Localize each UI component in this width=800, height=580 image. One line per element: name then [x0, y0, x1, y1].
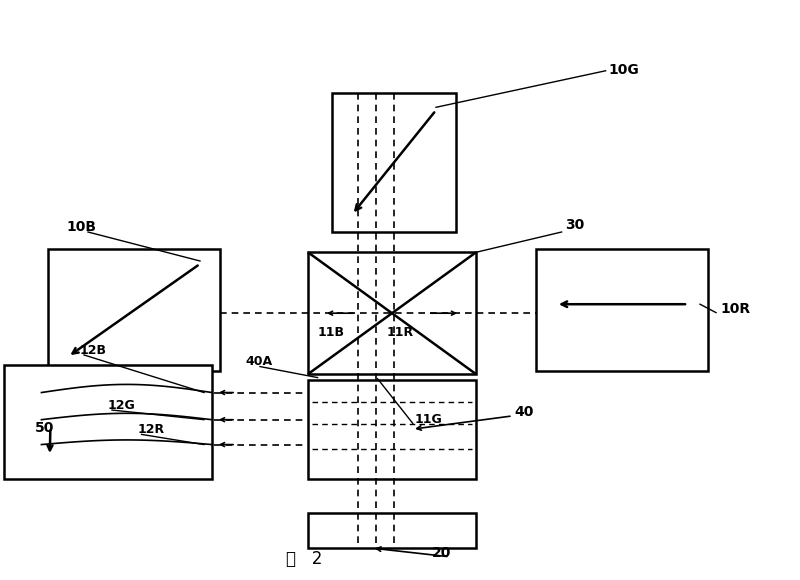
Text: 30: 30	[565, 218, 584, 232]
Bar	[308, 513, 476, 548]
Bar	[308, 380, 476, 478]
Bar	[536, 249, 708, 371]
Text: 12B: 12B	[80, 344, 107, 357]
Text: 11G: 11G	[414, 413, 442, 426]
Bar	[308, 252, 476, 374]
Text: 12R: 12R	[138, 423, 165, 436]
Text: 11B: 11B	[318, 327, 345, 339]
Text: 50: 50	[34, 421, 54, 435]
Text: 10B: 10B	[66, 220, 96, 234]
Text: 10G: 10G	[608, 63, 638, 77]
Bar	[48, 249, 220, 371]
Bar	[332, 93, 456, 232]
Text: 40A: 40A	[246, 356, 273, 368]
Text: 11R: 11R	[386, 327, 414, 339]
Bar	[4, 365, 212, 478]
Text: 20: 20	[432, 546, 451, 560]
Text: 10R: 10R	[720, 302, 750, 316]
Text: 40: 40	[514, 405, 534, 419]
Text: 12G: 12G	[108, 399, 136, 412]
Text: 图   2: 图 2	[286, 550, 322, 568]
